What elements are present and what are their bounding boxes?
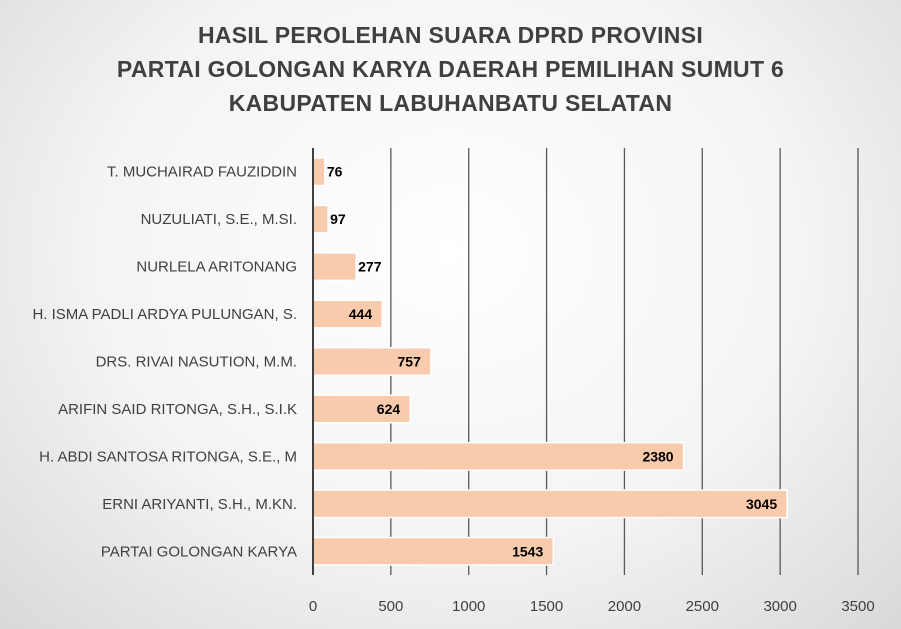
category-label: H. ISMA PADLI ARDYA PULUNGAN, S. (32, 306, 297, 323)
x-tick-label: 0 (309, 598, 317, 615)
bar (312, 299, 383, 329)
category-label: ERNI ARIYANTI, S.H., M.KN. (102, 496, 297, 513)
x-tick-label: 3500 (841, 598, 874, 615)
bar (312, 394, 411, 424)
x-tick-label: 3000 (763, 598, 796, 615)
data-label: 1543 (512, 543, 543, 559)
x-tick-label: 2000 (608, 598, 641, 615)
data-label: 277 (358, 259, 382, 275)
chart-title: HASIL PEROLEHAN SUARA DPRD PROVINSI PART… (0, 18, 901, 120)
chart-title-line-2: PARTAI GOLONGAN KARYA DAERAH PEMILIHAN S… (116, 56, 785, 82)
category-label: PARTAI GOLONGAN KARYA (101, 543, 297, 560)
x-tick-label: 1500 (530, 598, 563, 615)
data-label: 444 (349, 306, 373, 322)
category-label: H. ABDI SANTOSA RITONGA, S.E., M (39, 448, 297, 465)
bar (312, 157, 326, 187)
bar (312, 252, 357, 282)
category-label: DRS. RIVAI NASUTION, M.M. (96, 354, 297, 371)
bar (312, 489, 788, 519)
x-tick-label: 1000 (452, 598, 485, 615)
chart-title-line-3: KABUPATEN LABUHANBATU SELATAN (228, 90, 673, 116)
data-label: 2380 (642, 448, 673, 464)
data-label: 757 (398, 354, 422, 370)
data-label: 3045 (746, 496, 777, 512)
category-label: T. MUCHAIRAD FAUZIDDIN (107, 164, 297, 181)
bar (312, 536, 555, 566)
x-tick-label: 2500 (686, 598, 719, 615)
data-label: 76 (327, 164, 343, 180)
category-label: ARIFIN SAID RITONGA, S.H., S.I.K (58, 401, 297, 418)
category-label: NUZULIATI, S.E., M.SI. (141, 211, 297, 228)
bar (312, 441, 685, 471)
category-label: NURLELA ARITONANG (136, 259, 297, 276)
chart-title-line-1: HASIL PEROLEHAN SUARA DPRD PROVINSI (197, 22, 704, 48)
bar (312, 346, 432, 377)
data-label: 624 (377, 401, 401, 417)
bar (312, 204, 329, 234)
x-tick-label: 500 (378, 598, 403, 615)
data-label: 97 (330, 211, 346, 227)
